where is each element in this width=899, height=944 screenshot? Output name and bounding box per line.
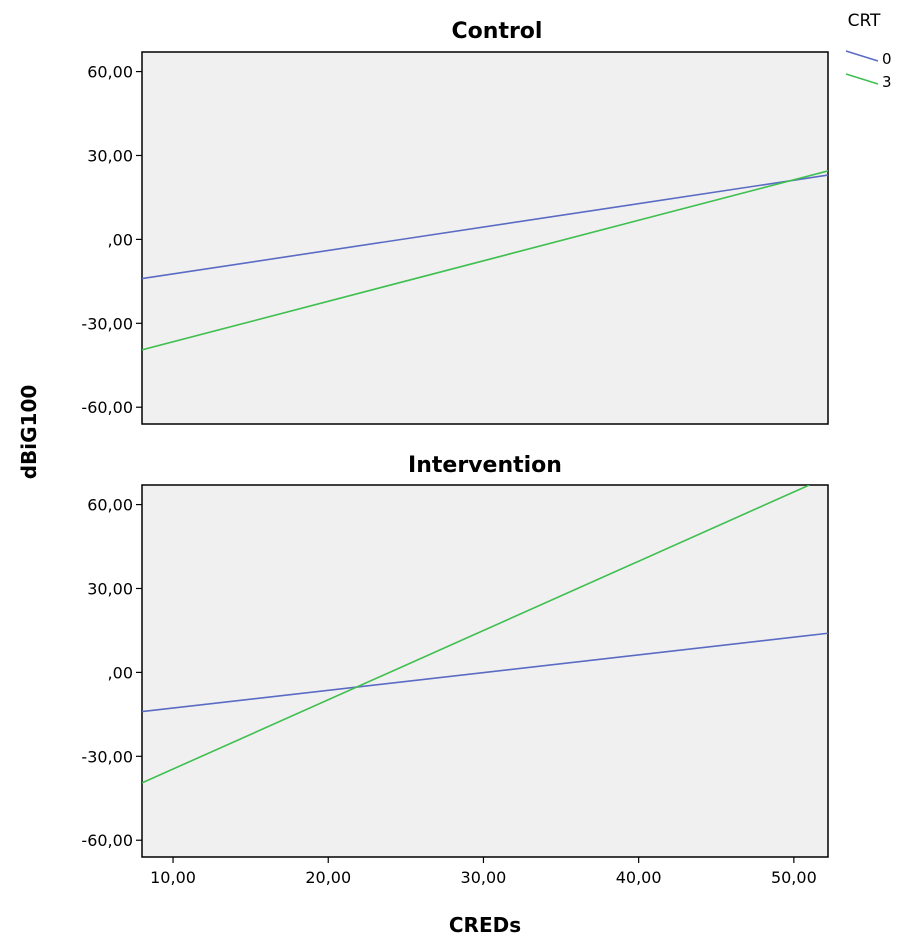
series-line-crt-0 <box>142 174 828 280</box>
x-tick-label: 30,00 <box>461 868 507 887</box>
series-line-crt-3 <box>142 485 810 784</box>
x-tick-label: 20,00 <box>305 868 351 887</box>
y-tick-label: -60,00 <box>81 831 133 850</box>
panel-control: Control -60,00 -30,00 ,00 30,00 60,00 <box>81 19 829 425</box>
series-intervention <box>142 485 828 784</box>
y-tick-label: ,00 <box>108 230 133 249</box>
x-tick-label: 50,00 <box>771 868 817 887</box>
plot-area-intervention <box>141 484 829 858</box>
series-line-crt-0 <box>142 632 828 713</box>
y-tick-label: 60,00 <box>87 496 133 515</box>
plot-area-control <box>141 51 829 425</box>
x-tick-label: 40,00 <box>616 868 662 887</box>
panel-title-intervention: Intervention <box>408 453 562 478</box>
y-ticks-control: -60,00 -30,00 ,00 30,00 60,00 <box>81 63 142 417</box>
series-control <box>142 170 828 351</box>
y-tick-label: -60,00 <box>81 398 133 417</box>
legend: CRT 0 3 <box>845 11 892 91</box>
legend-title: CRT <box>848 11 881 31</box>
x-ticks: 10,00 20,00 30,00 40,00 50,00 <box>150 857 817 887</box>
series-line-crt-3 <box>142 170 828 351</box>
y-axis-title: dBiG100 <box>17 385 41 480</box>
y-tick-label: 60,00 <box>87 63 133 82</box>
legend-swatch-crt-0 <box>845 50 879 62</box>
panel-intervention: Intervention -60,00 -30,00 ,00 30,00 60,00 1… <box>81 453 829 887</box>
y-ticks-intervention: -60,00 -30,00 ,00 30,00 60,00 <box>81 496 142 850</box>
y-tick-label: -30,00 <box>81 314 133 333</box>
legend-label-crt-3: 3 <box>882 73 892 91</box>
y-tick-label: 30,00 <box>87 579 133 598</box>
x-axis-title: CREDs <box>449 913 521 937</box>
legend-label-crt-0: 0 <box>882 50 892 68</box>
x-tick-label: 10,00 <box>150 868 196 887</box>
legend-swatch-crt-3 <box>845 73 879 85</box>
y-tick-label: 30,00 <box>87 146 133 165</box>
y-tick-label: -30,00 <box>81 747 133 766</box>
y-tick-label: ,00 <box>108 663 133 682</box>
panel-title-control: Control <box>452 19 543 44</box>
